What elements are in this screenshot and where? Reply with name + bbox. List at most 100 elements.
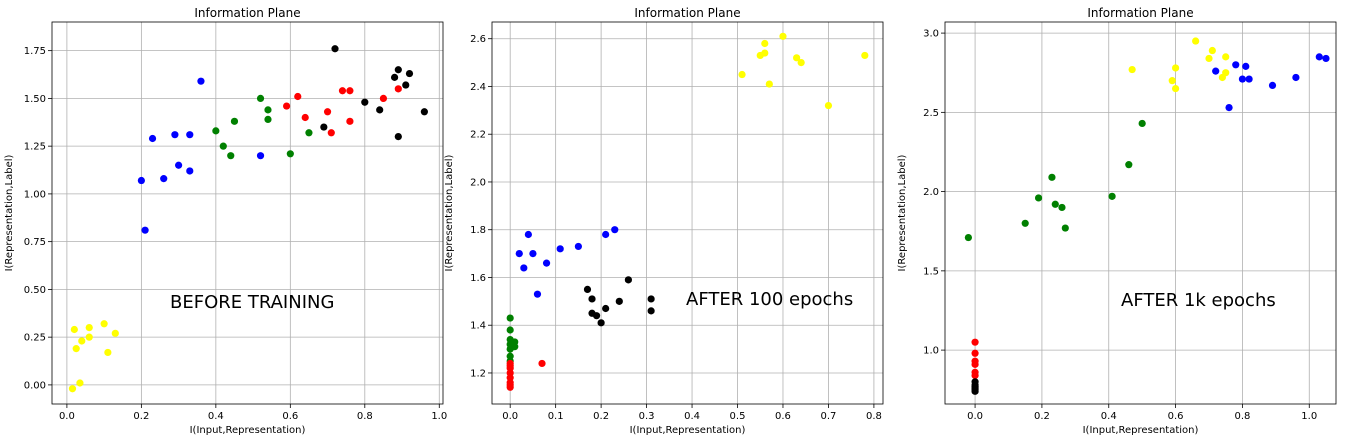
data-point [294, 92, 302, 101]
y-axis-label: I(Representation,Label) [897, 154, 908, 271]
data-point [390, 73, 399, 81]
data-point [524, 230, 532, 239]
x-axis-label: I(Input,Representation) [1083, 425, 1199, 436]
data-point [394, 133, 402, 141]
x-tick-label: 0.2 [1034, 411, 1050, 422]
data-point [602, 304, 610, 313]
data-point [219, 142, 227, 150]
data-point [1268, 81, 1277, 90]
data-point [394, 85, 402, 93]
x-tick-label: 0.1 [548, 411, 564, 422]
x-tick-label: 0.2 [133, 411, 149, 422]
data-point [68, 385, 77, 393]
data-point [765, 80, 773, 88]
y-tick-label: 1.75 [24, 46, 46, 57]
data-point [761, 49, 769, 57]
data-point [1225, 103, 1233, 112]
x-tick-label: 0.6 [775, 411, 791, 422]
data-point [405, 69, 414, 78]
y-tick-label: 1.25 [24, 142, 46, 153]
data-point [529, 249, 537, 258]
plot-frame [491, 21, 884, 405]
data-point [1128, 65, 1136, 74]
y-tick-label: 1.50 [24, 94, 46, 105]
data-point [1171, 64, 1180, 72]
x-tick-label: 0.6 [1168, 411, 1184, 422]
data-point [361, 98, 369, 106]
data-point [647, 307, 655, 315]
data-point [1192, 37, 1200, 45]
data-point [305, 129, 313, 137]
data-point [1138, 119, 1146, 128]
data-point [186, 167, 194, 175]
data-point [1222, 69, 1230, 77]
data-point [779, 32, 787, 40]
data-point [76, 379, 84, 387]
x-tick-label: 0.4 [1101, 411, 1117, 422]
data-point [1108, 192, 1116, 200]
data-point [506, 326, 514, 334]
data-point [511, 338, 519, 346]
data-point [402, 81, 410, 89]
data-point [1171, 84, 1180, 93]
data-point [971, 349, 979, 357]
data-point [72, 345, 80, 353]
data-point [301, 113, 309, 122]
data-point [283, 102, 291, 110]
data-point [506, 383, 514, 391]
x-tick-label: 0.2 [593, 411, 609, 422]
y-tick-label: 2.5 [923, 108, 939, 119]
x-tick-label: 0.4 [208, 411, 224, 422]
data-point [338, 87, 347, 95]
y-axis-label: I(Representation,Label) [4, 154, 15, 271]
data-point [323, 108, 332, 116]
data-point [588, 295, 596, 303]
data-point [264, 106, 272, 114]
data-point [1034, 194, 1043, 202]
x-tick-label: 0.0 [967, 411, 983, 422]
data-point [592, 312, 601, 320]
chart-title: Information Plane [1087, 6, 1193, 20]
data-point [1205, 54, 1213, 63]
x-axis-label: I(Input,Representation) [630, 425, 746, 436]
chart-panel-2: 0.0 0.1 0.2 0.3 0.4 0.5 0.6 0.7 0.8 1.2 1.4 1.6 1.8 2… [444, 6, 884, 436]
x-tick-label: 0.6 [282, 411, 298, 422]
y-tick-label: 0.50 [24, 285, 46, 296]
data-point [331, 45, 339, 53]
x-tick-label: 0.3 [639, 411, 655, 422]
x-tick-label: 0.8 [357, 411, 373, 422]
chart-panel-3: 0.0 0.2 0.4 0.6 0.8 1.0 1.0 1.5 2.0 2.5 3.0 Informa… [897, 6, 1337, 436]
data-point [1238, 75, 1247, 83]
y-tick-label: 1.6 [470, 273, 486, 284]
data-point [160, 175, 168, 183]
y-tick-label: 0.75 [24, 237, 46, 248]
data-point [602, 230, 610, 239]
data-point [506, 362, 514, 370]
data-point [100, 320, 108, 328]
data-point [85, 324, 93, 332]
data-point [197, 77, 205, 85]
y-tick-label: 1.0 [923, 346, 939, 357]
data-point [738, 70, 746, 79]
data-point [971, 338, 979, 346]
y-tick-label: 0.25 [24, 333, 46, 344]
data-point [1212, 67, 1220, 75]
y-tick-label: 1.4 [470, 321, 486, 332]
x-axis-label: I(Input,Representation) [190, 425, 306, 436]
data-point [394, 66, 402, 74]
data-point [1208, 46, 1216, 55]
data-point [1058, 203, 1066, 212]
x-tick-label: 0.4 [684, 411, 700, 422]
data-point [327, 129, 335, 137]
y-tick-label: 1.5 [923, 266, 939, 277]
data-point [420, 108, 428, 116]
data-point [264, 115, 272, 124]
y-tick-label: 2.2 [470, 130, 486, 141]
stage-annotation: BEFORE TRAINING [170, 292, 334, 313]
data-point [1048, 173, 1056, 181]
data-point [824, 101, 833, 110]
data-point [861, 51, 869, 60]
data-point [647, 295, 655, 303]
data-point [583, 285, 592, 293]
